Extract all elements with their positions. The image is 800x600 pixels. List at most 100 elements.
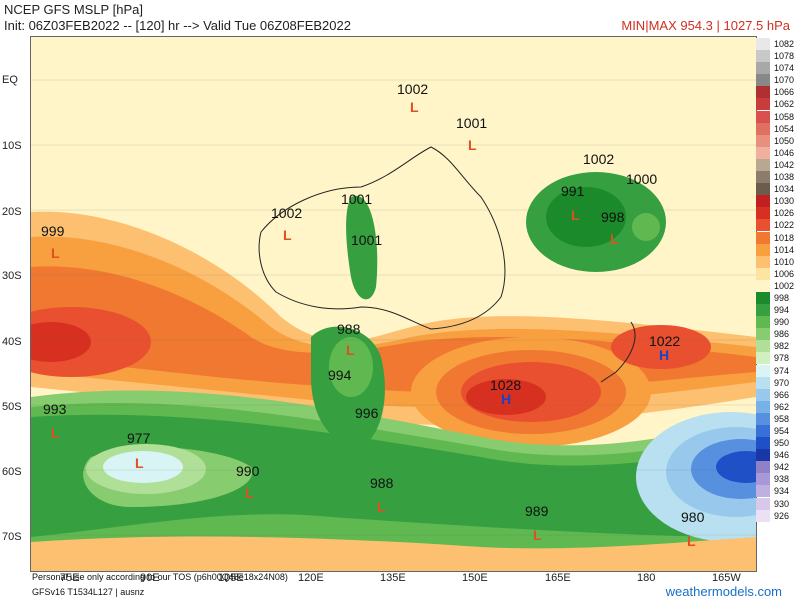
legend-level-label: 1082 [774, 39, 795, 49]
legend-level: 970 [756, 376, 800, 389]
legend-level-label: 1038 [774, 172, 795, 183]
high-pressure-marker: H [501, 391, 512, 407]
low-pressure-marker: L [245, 485, 254, 501]
legend-level: 1026 [756, 207, 800, 220]
min-max-readout: MIN|MAX 954.3 | 1027.5 hPa [621, 18, 790, 33]
low-pressure-marker: L [346, 342, 355, 358]
legend-level: 950 [756, 437, 800, 450]
legend-swatch [756, 485, 770, 498]
legend-swatch [756, 279, 770, 292]
site-credit: weathermodels.com [665, 584, 782, 599]
low-pressure-marker: L [377, 499, 386, 515]
legend-level: 1042 [756, 158, 800, 171]
legend-level-label: 1006 [774, 268, 795, 279]
legend-swatch [756, 134, 770, 147]
legend-level: 930 [756, 497, 800, 510]
pressure-label: 988 [370, 475, 394, 491]
legend-swatch [756, 267, 770, 280]
legend-level-label: 990 [774, 317, 790, 328]
legend-level: 1074 [756, 62, 800, 75]
legend-level-label: 942 [774, 462, 790, 473]
legend-level-label: 930 [774, 498, 790, 509]
legend-level-label: 978 [774, 353, 790, 364]
legend-level-label: 962 [774, 401, 790, 412]
legend-level: 958 [756, 412, 800, 425]
legend-level-label: 938 [774, 474, 790, 485]
legend-level-label: 1022 [774, 220, 795, 231]
legend-level-label: 954 [774, 426, 790, 436]
legend-swatch [756, 316, 770, 329]
lon-label-150e: 150E [462, 572, 488, 584]
pressure-label: 1001 [351, 232, 383, 248]
legend-level-label: 998 [774, 292, 790, 303]
lat-label-50s: 50S [2, 401, 22, 413]
lon-label-75e: 75E [60, 572, 80, 584]
legend-level: 1018 [756, 231, 800, 244]
pressure-label: 988 [337, 321, 361, 337]
legend-level: 954 [756, 425, 800, 437]
lat-label-40s: 40S [2, 336, 22, 348]
legend-swatch [756, 449, 770, 462]
pressure-label: 1000 [626, 171, 658, 187]
legend-swatch [756, 219, 770, 232]
legend-level-label: 1070 [774, 75, 795, 86]
legend-level-label: 1002 [774, 280, 795, 291]
legend-swatch [756, 158, 770, 171]
legend-swatch [756, 38, 770, 50]
legend-swatch [756, 207, 770, 220]
pressure-label: 991 [561, 183, 585, 199]
map-header: NCEP GFS MSLP [hPa] Init: 06Z03FEB2022 -… [0, 0, 800, 36]
legend-level: 1030 [756, 195, 800, 208]
legend-level: 1022 [756, 219, 800, 232]
pressure-label: 989 [525, 503, 549, 519]
legend-swatch [756, 62, 770, 75]
legend-swatch [756, 340, 770, 353]
legend-level: 998 [756, 291, 800, 304]
legend-level-label: 966 [774, 389, 790, 400]
legend-level-label: 934 [774, 486, 790, 497]
pressure-label: 998 [601, 209, 625, 225]
pressure-label: 1001 [341, 191, 373, 207]
legend-level: 1054 [756, 122, 800, 135]
legend-level-label: 926 [774, 510, 790, 521]
legend-level: 1070 [756, 74, 800, 87]
legend-swatch [756, 86, 770, 99]
lat-label-60s: 60S [2, 466, 22, 478]
lon-label-90e: 90E [140, 572, 160, 584]
legend-level: 962 [756, 400, 800, 413]
model-info: GFSv16 T1534L127 | ausnz [32, 587, 145, 597]
legend-swatch [756, 400, 770, 413]
legend-level: 1046 [756, 146, 800, 159]
legend-swatch [756, 255, 770, 268]
lon-label-135e: 135E [380, 572, 406, 584]
legend-swatch [756, 473, 770, 486]
pressure-label: 990 [236, 463, 260, 479]
legend-level: 994 [756, 304, 800, 317]
legend-level-label: 970 [774, 377, 790, 388]
legend-swatch [756, 122, 770, 135]
pressure-label: 1028 [490, 377, 522, 393]
legend-level-label: 1062 [774, 99, 795, 110]
lat-label-20s: 20S [2, 206, 22, 218]
lat-label-eq: EQ [2, 74, 18, 86]
legend-level-label: 1030 [774, 196, 795, 207]
legend-level-label: 974 [774, 365, 790, 376]
legend-swatch [756, 388, 770, 401]
lon-label-165w: 165W [712, 572, 741, 584]
legend-swatch [756, 183, 770, 196]
legend-level-label: 1066 [774, 87, 795, 98]
legend-swatch [756, 328, 770, 341]
legend-level: 1078 [756, 50, 800, 63]
legend-level: 1002 [756, 279, 800, 292]
low-pressure-marker: L [51, 425, 60, 441]
legend-swatch [756, 509, 770, 522]
usage-notice: Personal use only according to our TOS (… [32, 572, 288, 582]
lon-label-165e: 165E [545, 572, 571, 584]
lon-label-180: 180 [637, 572, 656, 584]
pressure-label: 1002 [583, 151, 615, 167]
legend-level: 1038 [756, 171, 800, 184]
low-pressure-marker: L [283, 227, 292, 243]
legend-level-label: 982 [774, 341, 790, 352]
legend-swatch [756, 364, 770, 377]
pressure-color-legend: 1082 1078 1074 1070 1066 1062 1058 1054 1050 1046… [756, 38, 800, 522]
